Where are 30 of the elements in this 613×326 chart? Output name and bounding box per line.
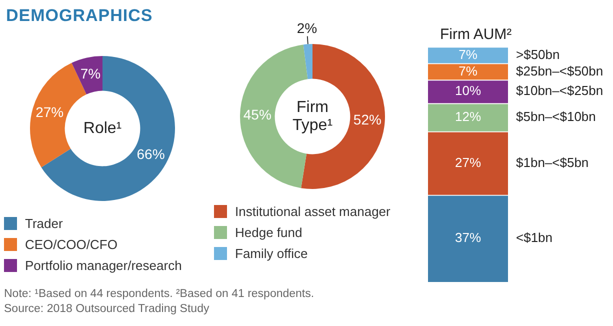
series-label: $25bn–<$50bn [516,63,604,78]
legend-label: Family office [235,246,308,261]
legend-label: Portfolio manager/research [25,258,182,273]
legend-label: Trader [25,216,63,231]
text: Role¹ [83,120,122,137]
legend-label: Hedge fund [235,225,302,240]
series-label: >$50bn [516,46,560,62]
text: Firm Type¹ [292,98,333,134]
text: Note: ¹Based on 44 respondents. ²Based on 41 respondents. [4,287,314,302]
series-label: $5bn–<$10bn [516,109,596,124]
data-label: 7% [458,63,478,78]
data-label: 7% [80,66,101,82]
data-label: 12% [454,109,482,124]
legend-label: CEO/COO/CFO [25,237,118,252]
series-label: $1bn–<$5bn [516,154,589,170]
chart-title: Firm AUM² [440,26,513,43]
data-label: 2% [296,20,318,36]
data-label: 7% [458,46,478,62]
data-label: 52% [353,112,382,128]
chart-title: DEMOGRAPHICS [6,6,154,27]
data-label: 10% [454,83,482,98]
data-label: 27% [454,154,482,170]
series-label: <$1bn [516,230,553,246]
data-label: 37% [454,230,482,246]
legend-label: Institutional asset manager [235,204,390,219]
series-label: $10bn–<$25bn [516,83,604,98]
data-label: 66% [136,146,165,162]
source-note: Source: 2018 Outsourced Trading Study [4,302,210,317]
data-label: 45% [243,106,272,122]
data-label: 27% [36,104,64,120]
